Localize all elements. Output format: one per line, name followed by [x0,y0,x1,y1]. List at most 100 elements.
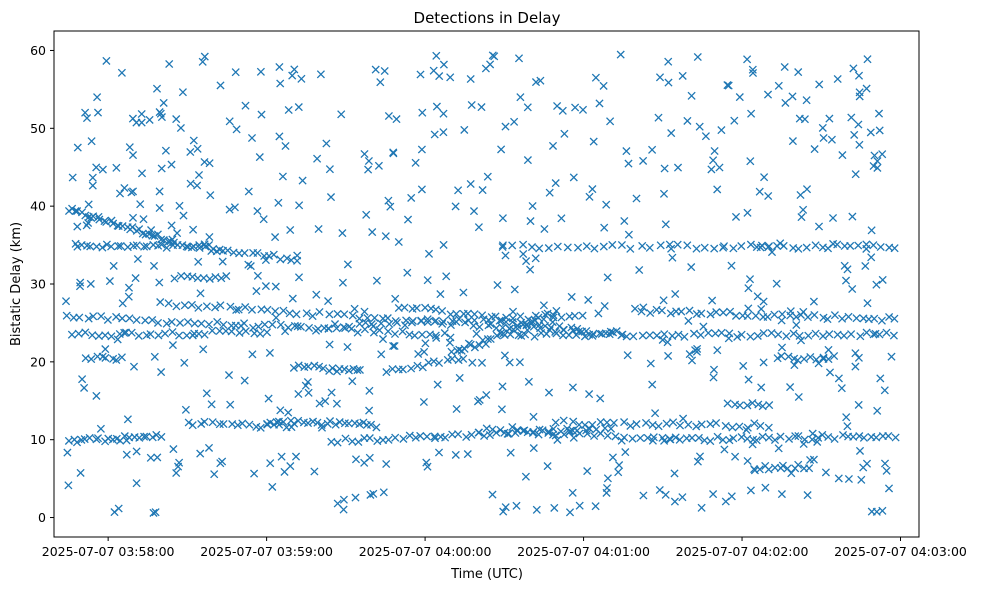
detection-marker [411,158,420,167]
detection-marker [838,430,848,440]
detection-marker [673,163,683,172]
detection-marker [582,242,591,251]
detection-marker [468,358,477,367]
detection-marker [294,103,303,112]
detection-marker [344,366,353,375]
detection-marker [200,157,209,167]
detection-marker [541,310,550,319]
detection-marker [147,226,156,235]
detection-marker [580,332,590,341]
detection-marker [754,400,763,409]
detection-marker [720,445,729,454]
detection-marker [743,311,752,321]
detection-marker [109,219,118,228]
detection-marker [521,472,530,481]
detection-marker [255,153,264,162]
detection-marker [139,215,148,224]
detection-marker [211,303,220,312]
detection-marker [116,241,125,251]
detection-marker [122,436,131,445]
detection-marker [675,435,684,444]
detection-marker [777,352,786,361]
x-tick-label: 2025-07-07 04:03:00 [834,544,967,559]
detection-marker [751,311,760,320]
detection-marker [550,503,559,512]
detection-marker [648,420,657,429]
detection-marker [483,335,492,344]
detection-marker [685,350,694,359]
detection-marker [310,467,319,476]
detection-marker [748,398,757,408]
detection-marker [870,314,879,323]
detection-marker [417,145,426,154]
detection-marker [658,433,667,442]
detection-marker [319,364,328,373]
detection-marker [179,211,188,220]
detection-marker [276,255,285,264]
detection-marker [470,343,479,352]
detection-marker [128,151,138,160]
detection-marker [348,377,357,386]
detection-marker [131,274,140,283]
detection-marker [173,229,182,238]
detection-marker [152,430,161,439]
detection-marker [552,306,561,315]
detection-marker [760,173,769,182]
detection-marker [117,68,126,77]
detection-marker [567,292,576,301]
detection-marker [219,419,228,429]
detection-marker [660,330,669,339]
detection-marker [335,418,344,427]
detection-marker [137,118,146,127]
detection-marker [789,329,798,338]
detection-marker [78,375,87,384]
detection-marker [517,331,526,340]
detection-marker [157,432,166,441]
detection-marker [782,332,791,341]
detection-marker [63,448,72,457]
detection-marker [867,253,876,262]
detection-marker [767,248,777,257]
detection-marker [466,74,475,84]
detection-marker [656,241,665,250]
detection-marker [833,74,842,84]
detection-marker [325,417,335,426]
detection-marker [418,330,427,339]
detection-marker [189,225,198,234]
detection-marker [128,213,138,222]
detection-marker [821,468,830,477]
detection-marker [167,221,176,230]
detection-marker [655,73,665,82]
detection-marker [595,99,604,108]
detection-marker [748,68,758,78]
detection-marker [670,497,679,506]
detection-marker [764,191,773,201]
detection-marker [878,150,887,159]
detection-marker [382,368,391,377]
detection-marker [138,229,147,238]
detection-marker [262,328,272,337]
detection-marker [232,125,241,134]
detection-marker [140,242,149,251]
detection-marker [414,349,423,359]
detection-marker [630,304,640,313]
y-tick-label: 0 [38,510,46,525]
detection-marker [222,272,231,281]
detection-marker [183,317,192,327]
detection-marker [830,311,839,320]
detection-marker [61,297,71,306]
detection-marker [862,459,872,468]
detection-marker [508,422,517,432]
detection-marker [423,462,432,471]
detection-marker [863,299,872,308]
detection-marker [508,241,517,250]
detection-marker [403,215,413,224]
detection-marker [829,239,838,248]
detection-marker [315,307,324,317]
detection-marker [596,429,605,438]
detection-marker [241,303,250,312]
detection-marker [854,71,864,80]
detection-marker [799,439,808,449]
detection-marker [882,328,891,337]
detection-marker [132,479,141,488]
